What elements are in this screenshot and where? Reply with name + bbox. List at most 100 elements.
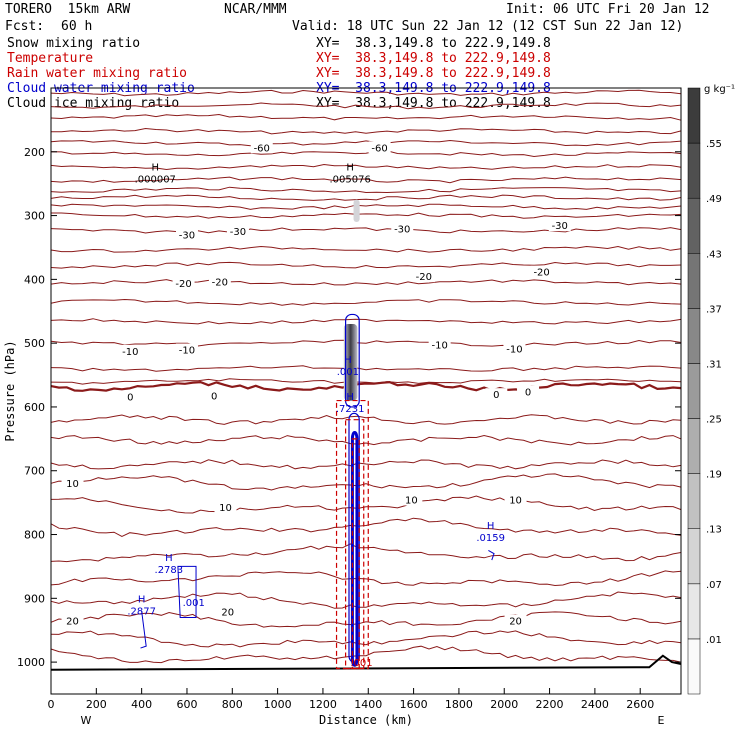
isotherm-line [50,365,682,372]
isotherm-label: 20 [509,617,522,628]
isotherm-line [50,591,682,609]
isotherm-line [50,245,682,253]
x-tick-label: 600 [176,698,197,711]
colorbar-label: .31 [706,359,722,370]
isotherm-line [50,380,682,392]
colorbar-swatch [687,638,701,695]
isotherm-line [50,339,682,347]
isotherm-label-bg [412,270,435,283]
isotherm-line [50,261,682,269]
colorbar-swatch [687,473,701,529]
ice-shading [353,199,360,222]
cloud-water-contour [177,565,197,618]
isotherm-line [50,517,682,537]
cloud-water-contour [345,313,360,408]
isotherm-label-bg [226,224,249,237]
isotherm-line [50,434,682,446]
isotherm-line [50,459,682,470]
x-tick-label: 200 [86,698,107,711]
x-tick-label: 1600 [400,698,428,711]
legend-entry: Rain water mixing ratio [7,66,188,81]
isotherm-label-bg [172,277,195,290]
isotherm-label-bg [485,388,508,401]
extremum-marker: H [138,594,146,605]
colorbar-swatch [687,363,701,419]
legend-xy: XY= 38.3,149.8 to 222.9,149.8 [316,66,551,81]
isotherm-label: -10 [179,346,195,357]
isotherm-line [50,611,682,628]
isotherm-label: -10 [431,340,447,351]
legend-xy: XY= 38.3,149.8 to 222.9,149.8 [316,36,551,51]
extremum-marker: H [151,162,159,173]
legend-entry: Snow mixing ratio [7,36,141,51]
isotherm-label: 10 [66,479,79,490]
model-title: TORERO 15km ARW [5,2,131,17]
isotherm-label: -20 [212,277,228,288]
x-axis-label: Distance (km) [319,713,413,727]
isotherm-line [50,194,682,201]
isotherm-label-bg [548,219,571,232]
y-tick-label: 900 [24,592,45,605]
colorbar-units: g kg⁻¹ [704,84,735,95]
isotherm-label: -10 [122,347,138,358]
extremum-value: .000007 [135,174,176,185]
isotherm-line [50,414,682,425]
isotherm-label: -20 [416,272,432,283]
extremum-marker: H [346,392,354,403]
x-tick-label: 1200 [309,698,337,711]
extremum-value: .001 [337,367,359,378]
colorbar-label: .37 [706,304,722,315]
colorbar-swatch [687,528,701,585]
forecast-hour: 60 h [61,19,93,34]
extremum-value: .005076 [329,174,370,185]
isotherm-label-bg [175,343,198,356]
x-tick-label: 2000 [490,698,518,711]
isotherm-label-bg [400,493,423,506]
isotherm-line [50,186,682,194]
isotherm-label: -20 [533,268,549,279]
isotherm-line [50,203,682,210]
colorbar-label: .07 [706,580,722,591]
colorbar-label: .49 [706,194,722,205]
isotherm-line [50,570,682,587]
x-tick-label: 0 [48,698,55,711]
isotherm-label-bg [175,228,198,241]
rain-water-contour [351,438,360,670]
isotherm-line [50,102,682,110]
isotherm-label: -30 [179,231,195,242]
isotherm-label-bg [504,493,527,506]
isotherm-label-bg [208,275,231,288]
y-tick-label: 800 [24,529,45,542]
y-tick-label: 600 [24,401,45,414]
isotherm-line [50,163,682,171]
isotherm-line [50,645,682,664]
isotherm-label-bg [216,605,239,618]
cloud-water-contour [350,430,359,667]
colorbar-label: .13 [706,525,722,536]
valid-time: Valid: 18 UTC Sun 22 Jan 12 (12 CST Sun … [292,19,684,34]
colorbar-label: .19 [706,470,722,481]
rain-water-contour [345,419,365,670]
isotherm-line [50,113,682,121]
colorbar-label: .01 [706,635,722,646]
y-tick-label: 300 [24,210,45,223]
y-tick-label: 200 [24,146,45,159]
x-tick-label: 1000 [264,698,292,711]
isotherm-label: -10 [506,344,522,355]
isotherm-label-bg [119,390,142,403]
colorbar-label: .43 [706,249,722,260]
cloud-water-contour [488,550,495,561]
y-tick-label: 400 [24,273,45,286]
legend-entry: Cloud water mixing ratio [7,81,195,96]
x-tick-label: 2600 [626,698,654,711]
extremum-value: .7231 [336,404,365,415]
extremum-value: .2783 [155,565,184,576]
east-label: E [658,714,665,727]
isotherm-label: -30 [230,227,246,238]
isotherm-label-bg [203,389,226,402]
isotherm-label-bg [214,501,237,514]
isotherm-label: -60 [371,143,387,154]
x-tick-label: 800 [222,698,243,711]
snow-shading [343,324,358,401]
isotherm-label: -60 [254,143,270,154]
